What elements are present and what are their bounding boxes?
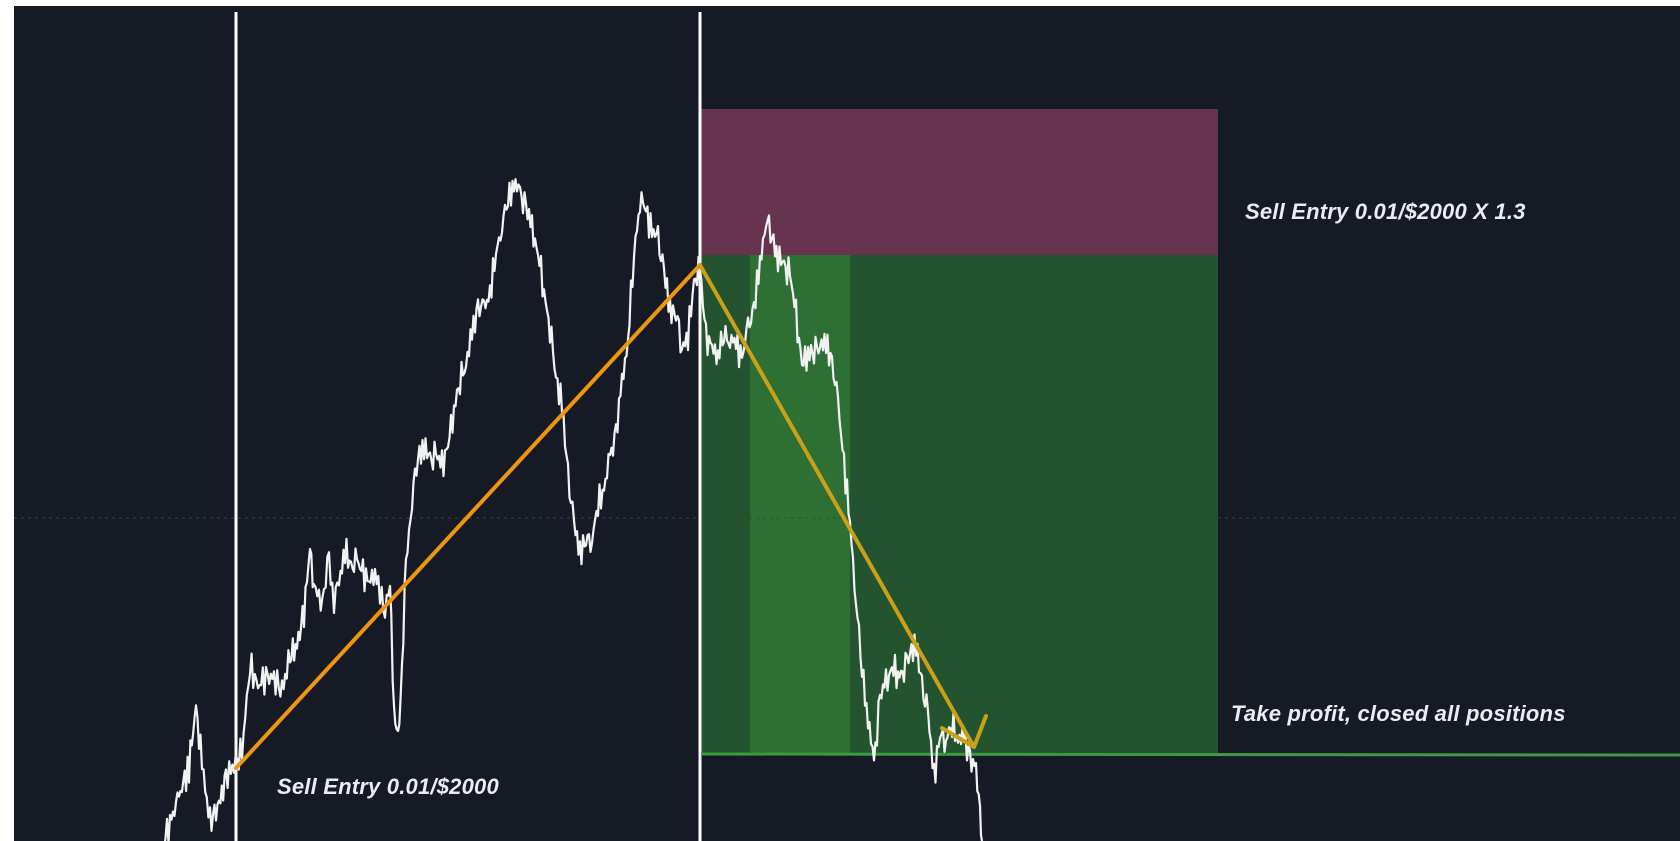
price-chart (14, 12, 1680, 841)
chart-panel: Sell Entry 0.01/$2000 Sell Entry 0.01/$2… (14, 6, 1680, 841)
downtrend-arrow (698, 263, 976, 749)
risk-zone (701, 109, 1218, 255)
uptrend-arrow (234, 263, 702, 770)
price-series-line (163, 178, 984, 841)
annotation-entry-2: Sell Entry 0.01/$2000 X 1.3 (1245, 199, 1526, 224)
downtrend-arrowhead (940, 714, 988, 749)
take-profit-line (700, 752, 1680, 757)
annotation-take-profit: Take profit, closed all positions (1231, 701, 1566, 726)
annotation-entry-1: Sell Entry 0.01/$2000 (277, 774, 499, 799)
